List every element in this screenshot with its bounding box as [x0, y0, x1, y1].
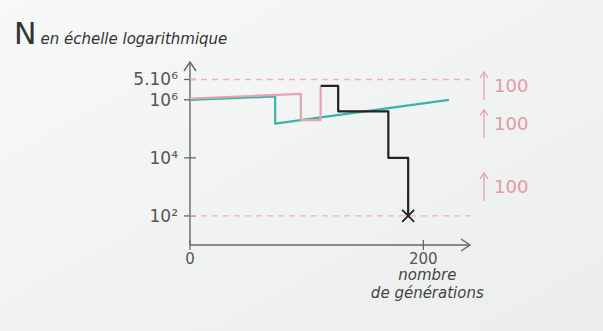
- y-tick-label: 10⁴: [150, 148, 179, 168]
- background: [0, 0, 603, 331]
- plot-area: [190, 86, 449, 222]
- y-tick-label: 10⁶: [150, 90, 179, 110]
- title-part: N: [14, 16, 36, 51]
- annotation: 100: [494, 75, 528, 96]
- series-line: [321, 86, 409, 216]
- title: Nen échelle logarithmique: [14, 16, 227, 51]
- x-label-line: de générations: [371, 284, 484, 302]
- series-line: [190, 86, 321, 120]
- reference-line: [190, 79, 470, 80]
- annotation-arrow: [480, 110, 488, 138]
- y-axis-arrow: [184, 62, 196, 71]
- y-axis: [189, 62, 190, 245]
- x-label-line: nombre: [398, 266, 456, 284]
- x-tick-label: 0: [185, 250, 195, 268]
- y-tick: [184, 157, 196, 158]
- x-axis-arrow: [461, 239, 470, 251]
- annotation-arrow: [480, 173, 488, 201]
- annotation: 100: [494, 113, 528, 134]
- y-tick-label: 5.10⁶: [133, 69, 178, 89]
- chart: Nen échelle logarithmique 10² 10⁴ 10⁶5.10⁶ 0…: [0, 0, 603, 331]
- annotation: 100: [494, 176, 528, 197]
- x-axis: [190, 244, 470, 245]
- x-tick: [423, 240, 424, 250]
- annotation-arrow: [480, 72, 488, 100]
- x-label: nombrede générations: [371, 266, 484, 302]
- y-tick-label: 10²: [150, 206, 178, 226]
- x-tick: [189, 240, 190, 250]
- reference-line: [190, 215, 470, 216]
- title-part: en échelle logarithmique: [40, 30, 227, 48]
